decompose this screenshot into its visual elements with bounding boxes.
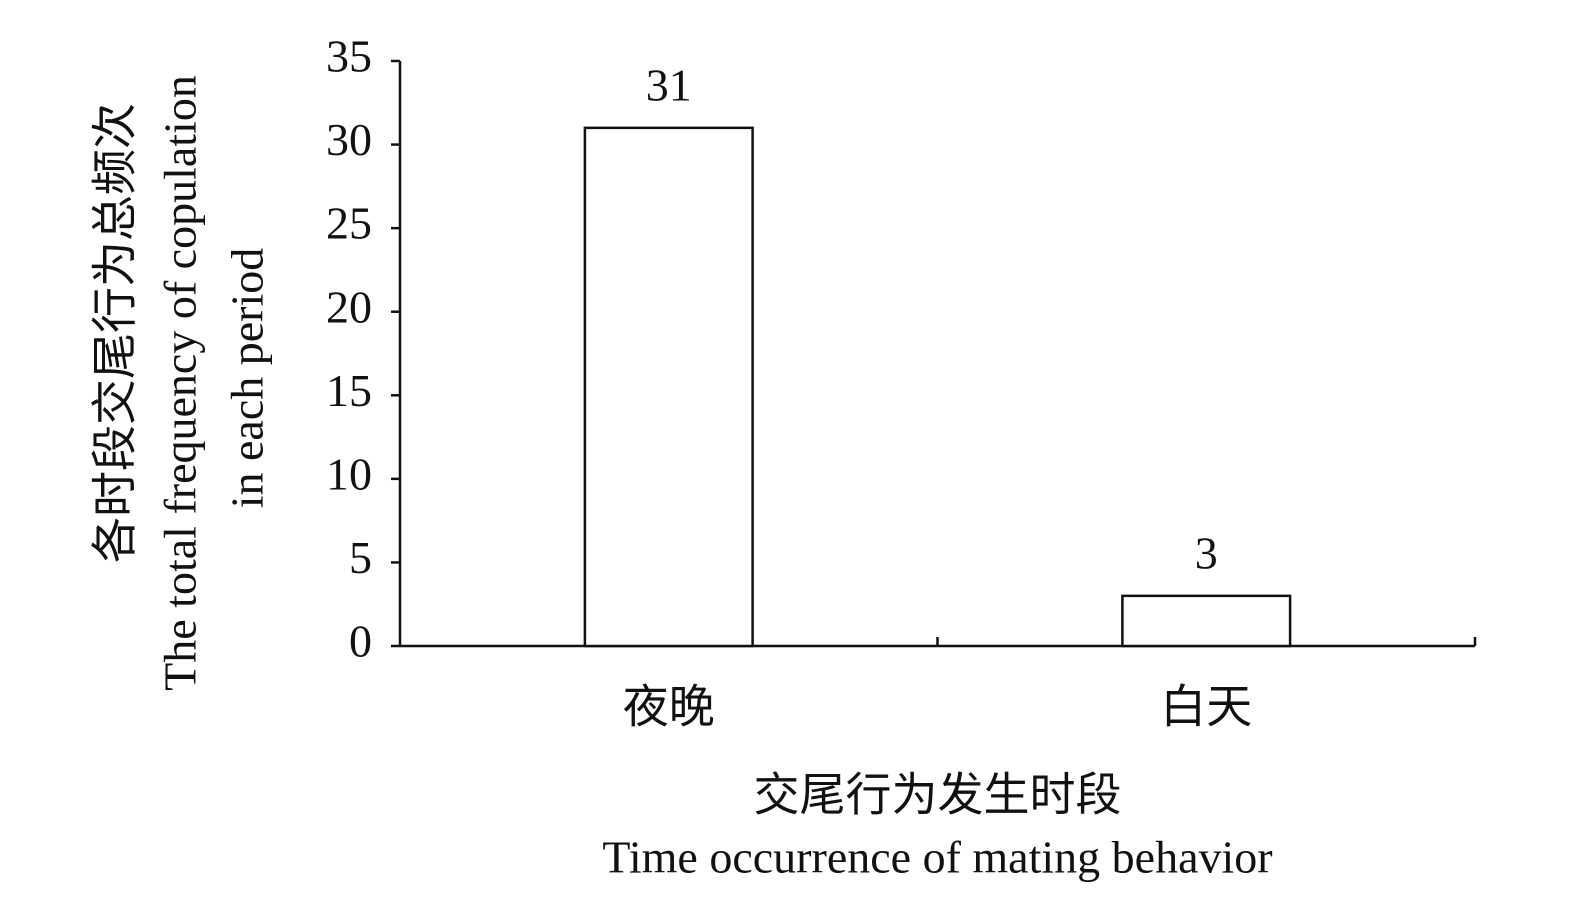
x-tick-label: 夜晚 — [623, 682, 715, 733]
data-label: 3 — [1195, 527, 1218, 578]
y-tick-label: 15 — [326, 365, 372, 416]
y-axis-label: 各时段交尾行为总频次 — [90, 103, 141, 563]
y-tick-label: 10 — [326, 448, 372, 499]
y-tick-label: 5 — [349, 532, 372, 583]
x-tick-label: 白天 — [1160, 682, 1252, 733]
y-tick-label: 20 — [326, 281, 372, 332]
data-label: 31 — [646, 59, 692, 110]
bar — [1121, 594, 1292, 648]
y-tick-label: 30 — [326, 114, 372, 165]
y-axis-label: in each period — [222, 248, 273, 509]
bar — [583, 126, 754, 648]
y-tick-label: 0 — [349, 616, 372, 667]
y-tick-label: 35 — [326, 31, 372, 82]
x-axis-label: Time occurrence of mating behavior — [602, 832, 1272, 883]
x-axis-label: 交尾行为发生时段 — [754, 770, 1122, 821]
y-tick-label: 25 — [326, 198, 372, 249]
y-axis-label: The total frequency of copulation — [155, 75, 206, 691]
